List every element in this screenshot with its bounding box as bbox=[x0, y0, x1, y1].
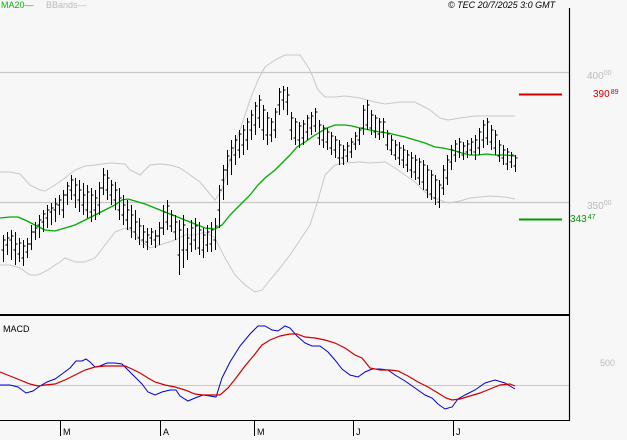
month-label: M bbox=[63, 427, 71, 437]
copyright-timestamp: © TEC 20/7/2025 3:0 GMT bbox=[448, 0, 556, 10]
y-label-350: 35000 bbox=[587, 200, 612, 212]
ohlc-bars bbox=[1, 86, 518, 275]
ma20-line bbox=[0, 124, 516, 232]
resistance-label: 39089 bbox=[593, 89, 619, 100]
macd-axis-label: 500 bbox=[600, 358, 616, 368]
bollinger-bands bbox=[0, 54, 516, 293]
month-label: J bbox=[456, 427, 461, 437]
month-label: J bbox=[356, 427, 361, 437]
month-label: M bbox=[257, 427, 265, 437]
bb-lower bbox=[0, 161, 516, 293]
support-label: 34347 bbox=[570, 214, 596, 225]
macd-title: MACD bbox=[3, 324, 30, 334]
legend-bbands: BBands— bbox=[46, 0, 87, 10]
legend-ma20: MA20— bbox=[1, 0, 34, 10]
legend: MA20— BBands— bbox=[1, 0, 87, 11]
macd-line bbox=[0, 325, 516, 410]
y-label-400: 40000 bbox=[587, 70, 612, 82]
signal-line bbox=[0, 333, 516, 401]
month-label: A bbox=[163, 427, 170, 437]
bb-upper bbox=[0, 54, 515, 201]
